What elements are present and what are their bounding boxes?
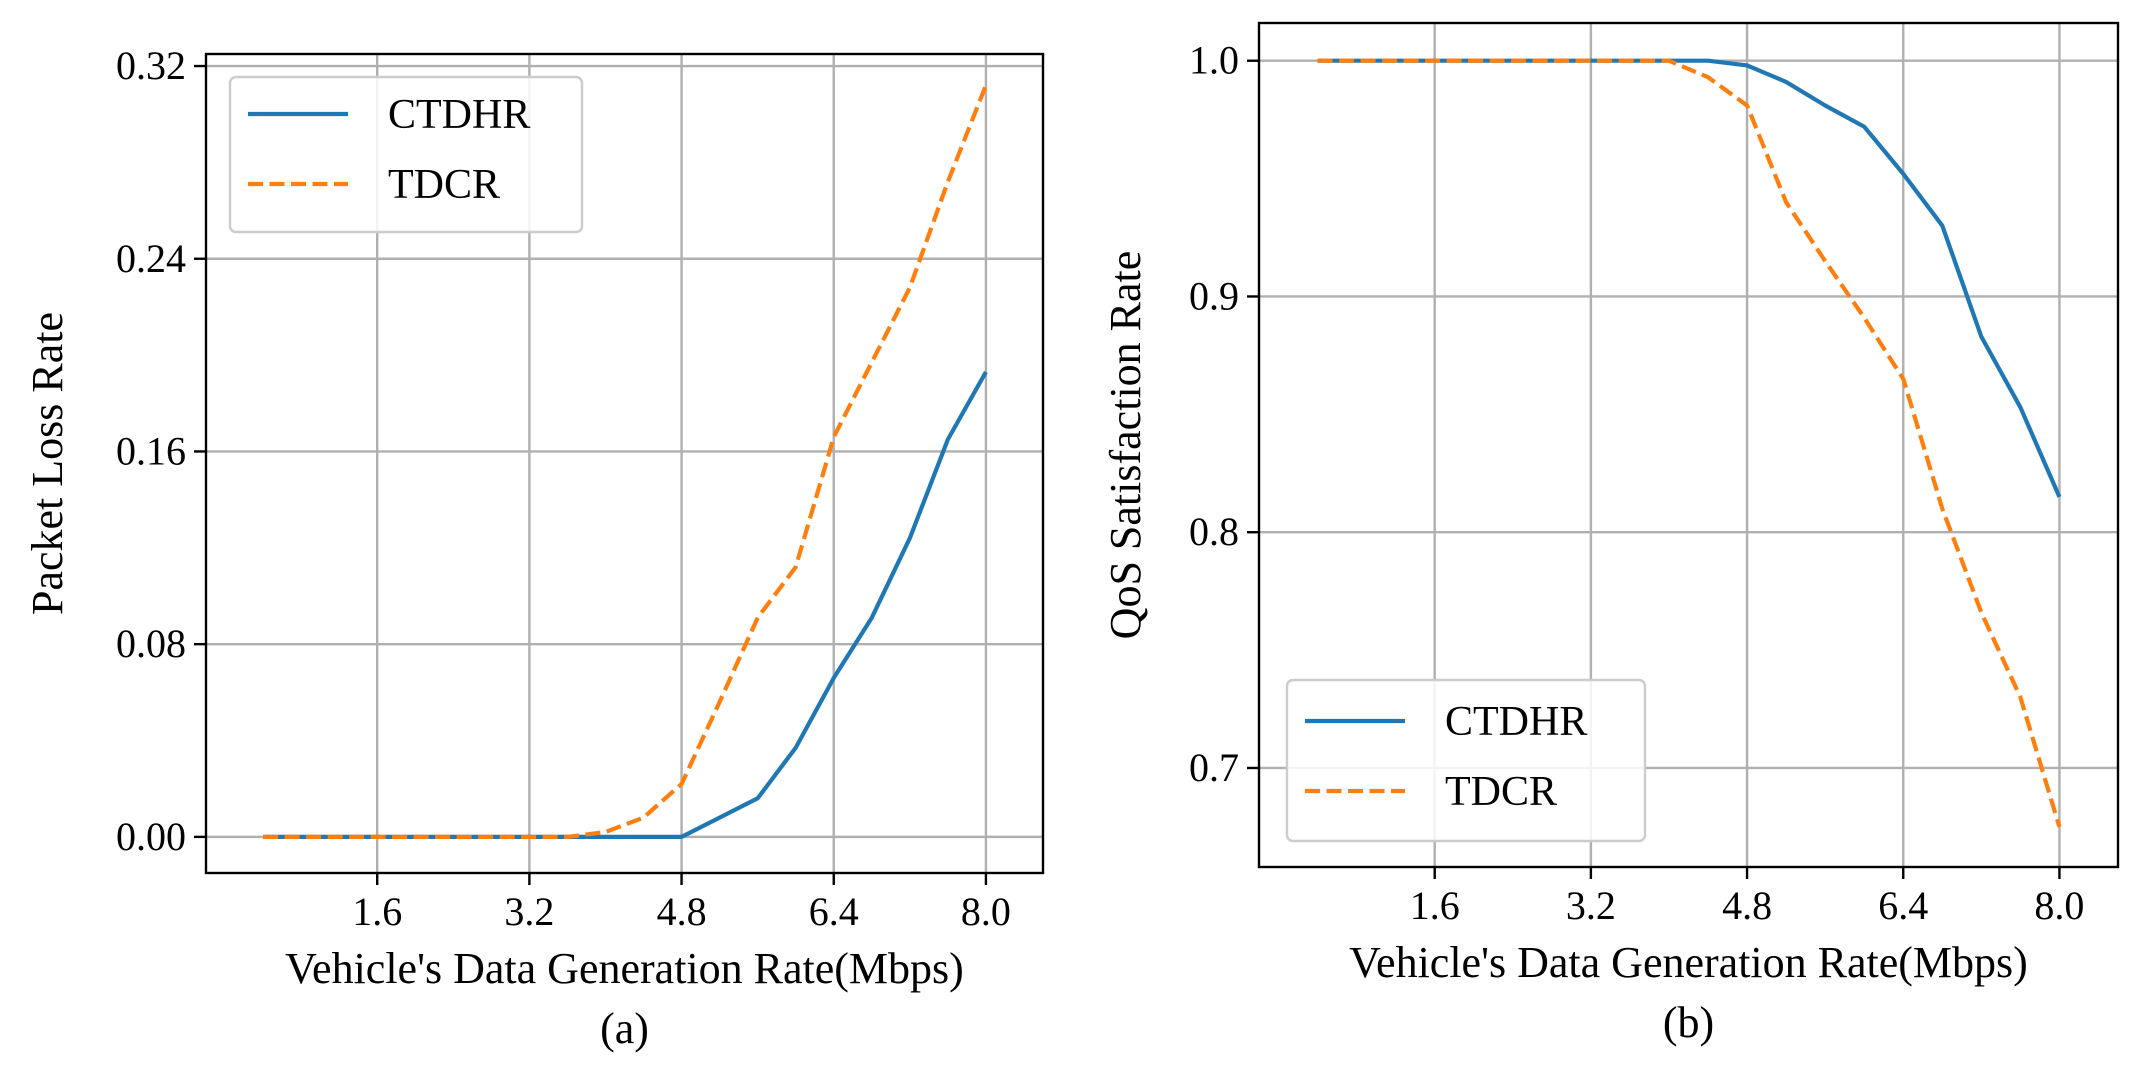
chart-panel-a: 1.6 3.2 4.8 6.4 8.0 0.00 0.08 0.16 0.24 0.32 Vehic… bbox=[23, 43, 1045, 1053]
legend-label-ctdhr: CTDHR bbox=[388, 92, 530, 138]
x-axis-label: Vehicle's Data Generation Rate(Mbps) bbox=[285, 944, 964, 993]
legend: CTDHR TDCR bbox=[228, 75, 584, 234]
y-axis-label: Packet Loss Rate bbox=[23, 312, 72, 615]
x-tick-label: 8.0 bbox=[961, 889, 1011, 934]
axes-frame bbox=[204, 52, 1045, 875]
x-tick-label: 4.8 bbox=[657, 889, 707, 934]
y-tick-label: 0.08 bbox=[116, 621, 186, 666]
series-group bbox=[1317, 58, 2062, 828]
x-tick-label: 6.4 bbox=[809, 889, 859, 934]
y-axis-label: QoS Satisfaction Rate bbox=[1101, 251, 1150, 640]
y-tick-label: 0.00 bbox=[116, 814, 186, 859]
x-axis: 1.6 3.2 4.8 6.4 8.0 bbox=[352, 873, 1011, 934]
panel-label: (b) bbox=[1663, 998, 1714, 1047]
y-tick-label: 0.16 bbox=[116, 428, 186, 473]
x-axis: 1.6 3.2 4.8 6.4 8.0 bbox=[1410, 867, 2084, 928]
x-tick-label: 4.8 bbox=[1722, 883, 1772, 928]
y-tick-label: 0.9 bbox=[1189, 273, 1239, 318]
series-line-tdcr bbox=[263, 84, 988, 840]
y-tick-label: 0.8 bbox=[1189, 509, 1239, 554]
x-tick-label: 3.2 bbox=[504, 889, 554, 934]
series-line-ctdhr bbox=[263, 370, 988, 840]
x-tick-label: 3.2 bbox=[1566, 883, 1616, 928]
y-tick-label: 1.0 bbox=[1189, 38, 1239, 83]
y-tick-label: 0.32 bbox=[116, 43, 186, 88]
chart-panel-b: 1.6 3.2 4.8 6.4 8.0 0.7 0.8 0.9 1.0 Vehicle's Dat… bbox=[1101, 21, 2120, 1047]
axes-frame bbox=[1257, 21, 2120, 869]
y-tick-label: 0.24 bbox=[116, 236, 186, 281]
legend-label-tdcr: TDCR bbox=[388, 162, 500, 208]
x-tick-label: 1.6 bbox=[352, 889, 402, 934]
legend-label-tdcr: TDCR bbox=[1445, 769, 1557, 815]
legend-label-ctdhr: CTDHR bbox=[1445, 699, 1587, 745]
x-tick-label: 6.4 bbox=[1878, 883, 1928, 928]
y-axis: 0.7 0.8 0.9 1.0 bbox=[1189, 38, 1259, 790]
y-tick-label: 0.7 bbox=[1189, 745, 1239, 790]
series-line-ctdhr bbox=[1317, 58, 2062, 498]
x-axis-label: Vehicle's Data Generation Rate(Mbps) bbox=[1349, 938, 2028, 987]
series-group bbox=[263, 84, 988, 840]
x-tick-label: 1.6 bbox=[1410, 883, 1460, 928]
x-tick-label: 8.0 bbox=[2034, 883, 2084, 928]
legend: CTDHR TDCR bbox=[1285, 678, 1647, 843]
series-line-tdcr bbox=[1317, 58, 2062, 828]
panel-label: (a) bbox=[600, 1004, 649, 1053]
y-axis: 0.00 0.08 0.16 0.24 0.32 bbox=[116, 43, 206, 859]
